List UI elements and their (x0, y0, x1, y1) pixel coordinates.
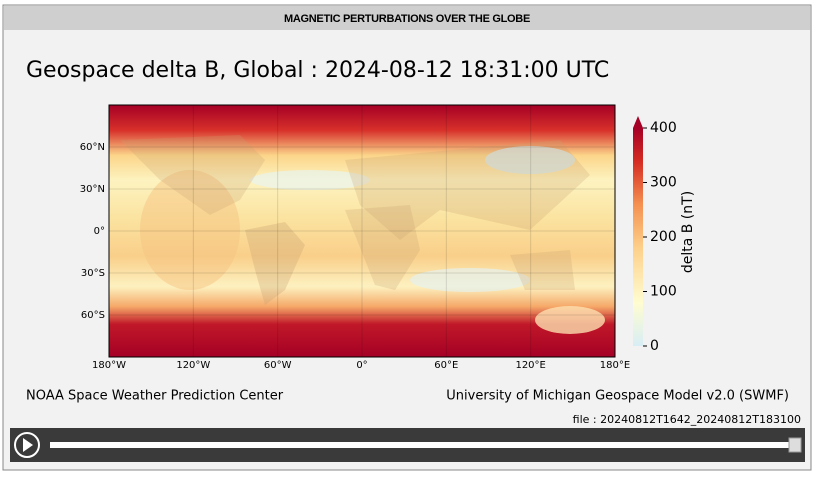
colorbar-tick-label: 200 (650, 229, 677, 245)
map-field (410, 268, 530, 292)
lon-tick-label: 60°E (434, 360, 458, 371)
map-border (108, 104, 616, 358)
lon-tick-label: 180°W (92, 360, 126, 371)
continent (120, 135, 265, 215)
lat-tick-label: 30°S (81, 268, 105, 279)
play-circle[interactable] (14, 432, 40, 458)
lon-tick-label: 60°W (264, 360, 292, 371)
slider-thumb[interactable] (788, 437, 802, 453)
lon-tick-label: 120°E (515, 360, 545, 371)
colorbar-tick-label: 100 (650, 284, 677, 300)
map-field (535, 306, 605, 334)
colorbar-extend (633, 116, 643, 128)
lon-tick-label: 0° (356, 360, 367, 371)
file-name: file : 20240812T1642_20240812T183100 (573, 413, 801, 426)
colorbar-tick-label: 300 (650, 175, 677, 191)
plot-title: Geospace delta B, Global : 2024-08-12 18… (26, 58, 609, 83)
play-icon[interactable] (23, 438, 33, 452)
header-bar (4, 6, 810, 30)
map-field (250, 170, 370, 190)
lat-tick-label: 60°S (81, 310, 105, 321)
map-field (140, 170, 240, 290)
play-button[interactable] (14, 432, 40, 458)
map-field (485, 146, 575, 174)
colorbar-label: delta B (nT) (680, 191, 696, 273)
lat-tick-label: 60°N (80, 142, 105, 153)
footer-right: University of Michigan Geospace Model v2… (446, 389, 789, 404)
slider-track[interactable] (50, 442, 795, 448)
colorbar-tick-label: 400 (650, 120, 677, 136)
continent (510, 250, 575, 290)
continent (345, 140, 590, 240)
colorbar-tick-label: 0 (650, 338, 659, 354)
lat-tick-label: 0° (94, 226, 105, 237)
colorbar (633, 128, 643, 346)
lon-tick-label: 180°E (600, 360, 630, 371)
map (108, 104, 616, 358)
footer-left: NOAA Space Weather Prediction Center (26, 389, 284, 404)
continent (245, 222, 305, 305)
lat-tick-label: 30°N (80, 184, 105, 195)
continent (345, 205, 420, 290)
header-title: MAGNETIC PERTURBATIONS OVER THE GLOBE (284, 13, 530, 25)
lon-tick-label: 120°W (176, 360, 210, 371)
